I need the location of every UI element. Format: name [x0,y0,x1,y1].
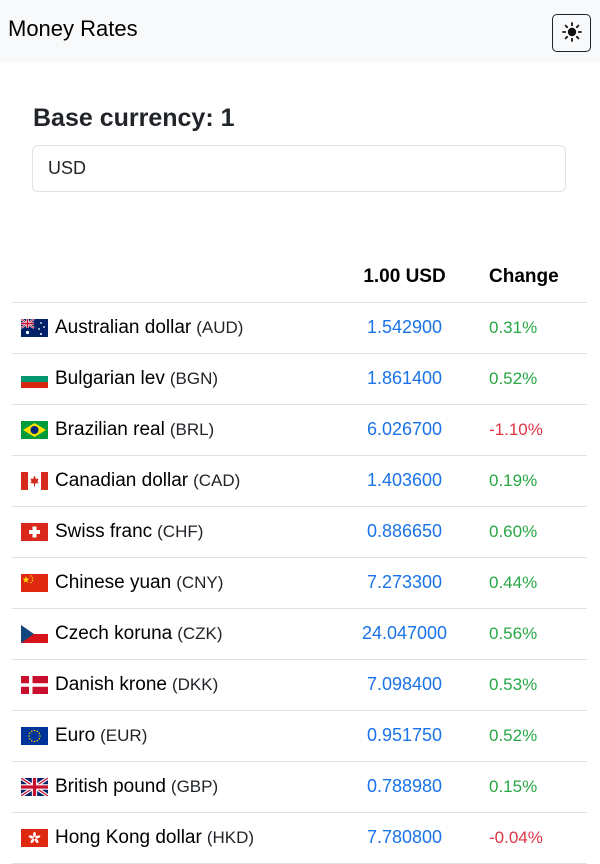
currency-name: Czech koruna [55,622,173,644]
currency-code: (HKD) [206,827,255,847]
change-value: 0.52% [489,368,538,388]
change-value: 0.44% [489,572,538,592]
table-row[interactable]: Czech koruna (CZK) 24.047000 0.56% [12,608,587,660]
currency-code: (BGN) [169,368,219,388]
currency-cell: Euro (EUR) [12,710,342,762]
header-rate[interactable]: 1.00 USD [342,253,467,303]
rate-value: 7.273300 [366,572,443,592]
currency-name: Hong Kong dollar [55,826,202,848]
flag-czechia-icon [21,624,48,643]
currency-cell: British pound (GBP) [12,761,342,813]
change-value: 0.60% [489,521,538,541]
rate-value: 0.951750 [366,725,443,745]
change-value: -0.04% [489,827,543,847]
flag-australia-icon [21,318,48,337]
flag-china-icon [21,573,48,592]
theme-toggle-button[interactable] [552,14,591,52]
currency-cell: Bulgarian lev (BGN) [12,353,342,405]
rate-value: 24.047000 [361,623,448,643]
currency-code: (GBP) [170,776,219,796]
rate-value: 0.788980 [366,776,443,796]
rate-value: 1.542900 [366,317,443,337]
currency-name: British pound [55,775,166,797]
currency-name: Canadian dollar [55,469,189,491]
flag-hong-kong-icon [21,828,48,847]
flag-switzerland-icon [21,522,48,541]
currency-code: (AUD) [196,317,244,337]
currency-name: Bulgarian lev [55,367,165,389]
flag-canada-icon [21,471,48,490]
change-value: 0.52% [489,725,538,745]
flag-denmark-icon [21,675,48,694]
currency-cell: Swiss franc (CHF) [12,506,342,558]
currency-cell: Chinese yuan (CNY) [12,557,342,609]
base-currency-input[interactable] [32,145,566,192]
table-row[interactable]: Danish krone (DKK) 7.098400 0.53% [12,659,587,711]
rate-value: 1.861400 [366,368,443,388]
table-row[interactable]: Euro (EUR) 0.951750 0.52% [12,710,587,762]
currency-name: Euro [55,724,96,746]
flag-eu-icon [21,726,48,745]
change-value: 0.15% [489,776,538,796]
change-value: 0.19% [489,470,538,490]
currency-name: Swiss franc [55,520,153,542]
table-row[interactable]: Bulgarian lev (BGN) 1.861400 0.52% [12,353,587,405]
app-title[interactable]: Money Rates [8,16,138,41]
base-currency-title: Base currency: 1 [33,104,235,132]
header-change[interactable]: Change [467,253,587,303]
rate-value: 1.403600 [366,470,443,490]
currency-cell: Australian dollar (AUD) [12,302,342,354]
currency-code: (CHF) [157,521,204,541]
flag-bulgaria-icon [21,369,48,388]
currency-name: Brazilian real [55,418,165,440]
table-row[interactable]: British pound (GBP) 0.788980 0.15% [12,761,587,813]
flag-uk-icon [21,777,48,796]
currency-name: Danish krone [55,673,167,695]
currency-code: (EUR) [100,725,148,745]
table-row[interactable]: Chinese yuan (CNY) 7.273300 0.44% [12,557,587,609]
currency-cell: Czech koruna (CZK) [12,608,342,660]
currency-cell: Brazilian real (BRL) [12,404,342,456]
rate-value: 6.026700 [366,419,443,439]
currency-name: Australian dollar [55,316,192,338]
table-header-row: 1.00 USD Change [12,253,587,303]
currency-code: (CZK) [177,623,223,643]
currency-cell: Danish krone (DKK) [12,659,342,711]
currency-code: (DKK) [171,674,219,694]
change-value: -1.10% [489,419,543,439]
navbar: Money Rates [0,0,600,62]
currency-code: (CAD) [193,470,241,490]
currency-cell: Canadian dollar (CAD) [12,455,342,507]
flag-brazil-icon [21,420,48,439]
change-value: 0.53% [489,674,538,694]
table-row[interactable]: Canadian dollar (CAD) 1.403600 0.19% [12,455,587,507]
currency-code: (BRL) [169,419,215,439]
table-row[interactable]: Brazilian real (BRL) 6.026700 -1.10% [12,404,587,456]
currency-name: Chinese yuan [55,571,172,593]
rate-value: 7.780800 [366,827,443,847]
table-row[interactable]: Hong Kong dollar (HKD) 7.780800 -0.04% [12,812,587,864]
sun-icon [561,21,582,45]
currency-code: (CNY) [176,572,224,592]
rates-table: 1.00 USD Change [12,253,587,864]
rate-value: 0.886650 [366,521,443,541]
header-currency [12,253,342,303]
table-row[interactable]: Swiss franc (CHF) 0.886650 0.60% [12,506,587,558]
table-row[interactable]: Australian dollar (AUD) 1.542900 0.31% [12,302,587,354]
change-value: 0.31% [489,317,538,337]
currency-cell: Hong Kong dollar (HKD) [12,812,342,864]
change-value: 0.56% [489,623,538,643]
rate-value: 7.098400 [366,674,443,694]
